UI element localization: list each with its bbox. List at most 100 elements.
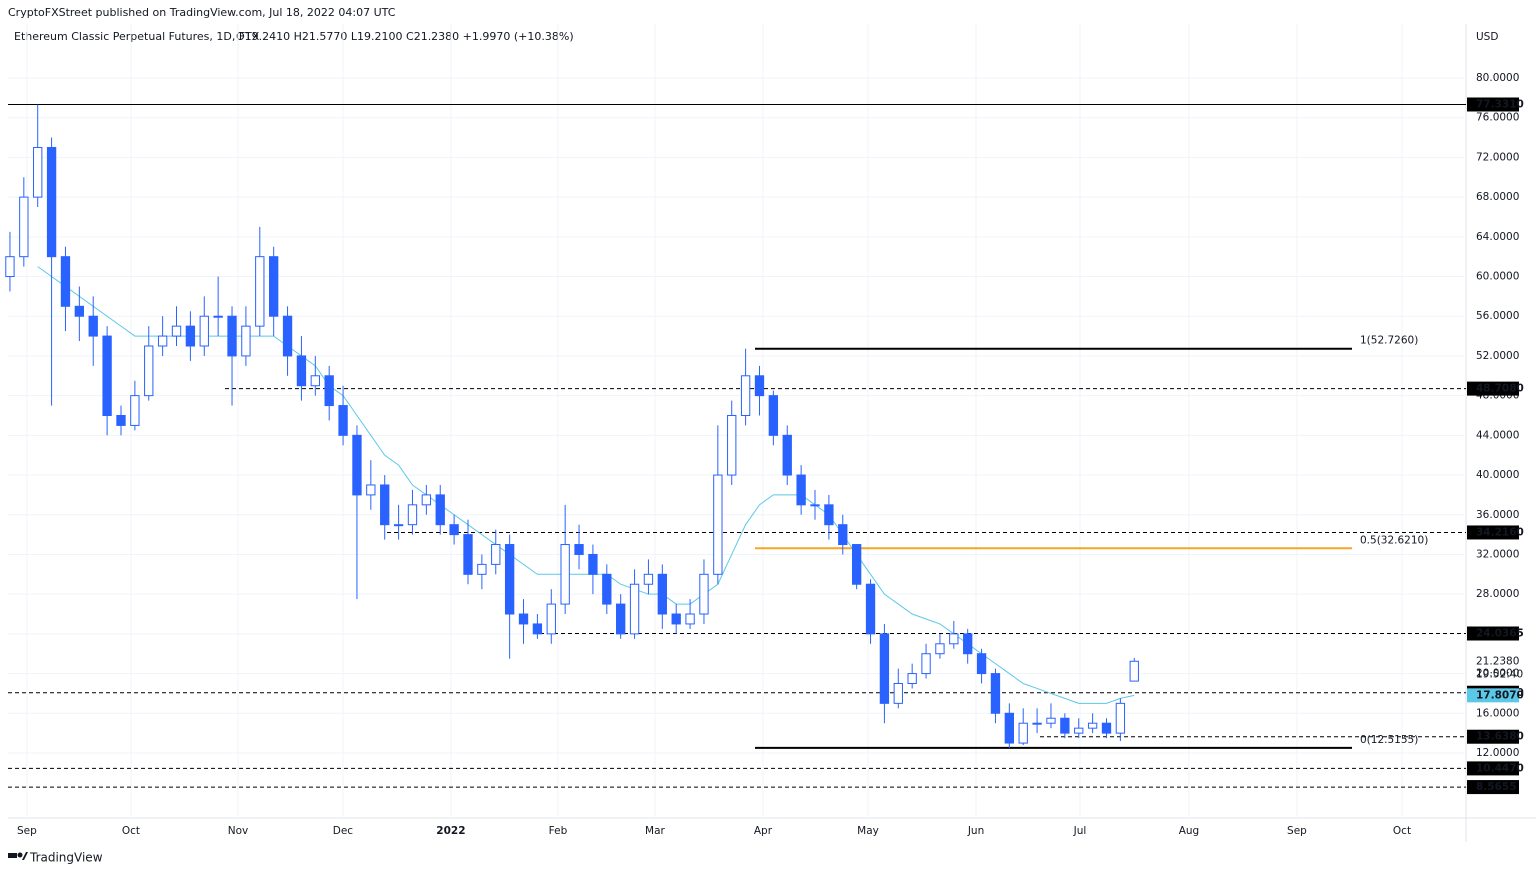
candle — [740, 348, 751, 426]
price-badge — [1467, 626, 1519, 641]
candle-body — [518, 613, 529, 625]
x-tick-label: Nov — [228, 825, 249, 837]
candle — [88, 296, 98, 366]
candle — [1018, 708, 1028, 746]
candle — [1115, 698, 1126, 742]
y-tick-label: 28.0000 — [1476, 588, 1519, 600]
candle-body — [1115, 702, 1126, 734]
price-badge-label: 21.2380 — [1476, 655, 1519, 667]
candle — [699, 559, 709, 624]
x-tick-label: Oct — [1393, 825, 1411, 837]
y-tick-label: 76.0000 — [1476, 112, 1519, 124]
candle — [477, 554, 487, 590]
x-tick-label: Feb — [549, 825, 568, 837]
candle — [754, 365, 765, 416]
y-tick-label: 56.0000 — [1476, 310, 1519, 322]
candle — [588, 544, 598, 595]
candle-body — [491, 544, 501, 565]
candle-body — [1087, 722, 1098, 729]
candle — [1101, 718, 1112, 739]
candle-body — [1046, 717, 1056, 724]
y-tick-label: 36.0000 — [1476, 509, 1519, 521]
candle — [824, 494, 834, 540]
candle-body — [504, 544, 515, 615]
candle-body — [685, 613, 695, 625]
candle — [560, 504, 570, 615]
fib-label: 0.5(32.6210) — [1360, 534, 1428, 546]
x-tick-label: Aug — [1179, 825, 1200, 837]
candle — [171, 306, 182, 347]
brand: TradingView — [29, 851, 103, 865]
candle — [949, 620, 959, 649]
price-badge — [1467, 780, 1519, 795]
candle-body — [310, 375, 320, 387]
candle-body — [1129, 660, 1139, 682]
candle — [865, 579, 876, 644]
candle-body — [144, 345, 154, 397]
price-badge-label: 24.0365 — [1476, 628, 1524, 640]
candle-body — [185, 325, 196, 347]
price-badge-label: 77.3310 — [1476, 98, 1524, 110]
x-tick-label: Jun — [967, 825, 984, 837]
candle-body — [838, 524, 848, 546]
candle-body — [407, 504, 418, 526]
price-badge — [1467, 525, 1519, 540]
price-badge — [1467, 729, 1519, 744]
candle — [5, 231, 15, 292]
y-tick-label: 64.0000 — [1476, 231, 1519, 243]
candle — [157, 316, 168, 356]
candle-body — [921, 653, 931, 675]
candle — [990, 668, 1001, 724]
candle-body — [19, 196, 29, 258]
candle-body — [116, 414, 126, 426]
candle — [241, 306, 251, 366]
candle — [338, 385, 348, 446]
candle — [963, 628, 973, 664]
candle-body — [532, 623, 543, 635]
candle — [421, 484, 432, 515]
candle — [574, 524, 584, 570]
candle-body — [227, 315, 237, 357]
candle-body — [255, 256, 265, 327]
candle — [1060, 713, 1070, 739]
candle — [463, 519, 473, 585]
countdown: 19:52:40 — [1476, 668, 1523, 680]
candle — [657, 564, 667, 629]
candle-body — [949, 633, 959, 645]
y-tick-label: 16.0000 — [1476, 707, 1519, 719]
price-badge — [1467, 654, 1519, 669]
y-tick-label: 72.0000 — [1476, 151, 1519, 163]
candle — [1046, 703, 1056, 729]
candle-body — [616, 603, 626, 635]
y-tick-label: 40.0000 — [1476, 469, 1519, 481]
candle-body — [352, 434, 362, 496]
candle — [504, 534, 515, 659]
x-tick-label: Dec — [333, 825, 354, 837]
candle-body — [435, 494, 445, 526]
candle — [352, 425, 362, 600]
candle-body — [1032, 722, 1042, 725]
candle-body — [157, 335, 168, 347]
candle — [782, 425, 792, 485]
candle — [976, 648, 987, 684]
price-badge-label: 13.6380 — [1476, 731, 1524, 743]
price-badge-label: 8.5655 — [1476, 781, 1517, 793]
candle-body — [1101, 722, 1112, 734]
price-badge-label: 17.8070 — [1476, 689, 1524, 701]
candle-body — [477, 563, 487, 575]
x-tick-label: Mar — [645, 825, 665, 837]
candle — [643, 559, 654, 595]
candle-body — [713, 474, 723, 575]
candle — [1032, 708, 1042, 734]
candle — [727, 400, 737, 485]
candle — [1087, 713, 1098, 734]
candle-body — [851, 544, 862, 585]
price-badge-label: 48.7080 — [1476, 383, 1524, 395]
candle-body — [1074, 727, 1084, 734]
candle-body — [241, 325, 251, 357]
candle — [269, 246, 279, 337]
candle-body — [269, 256, 279, 317]
candle — [838, 514, 848, 555]
